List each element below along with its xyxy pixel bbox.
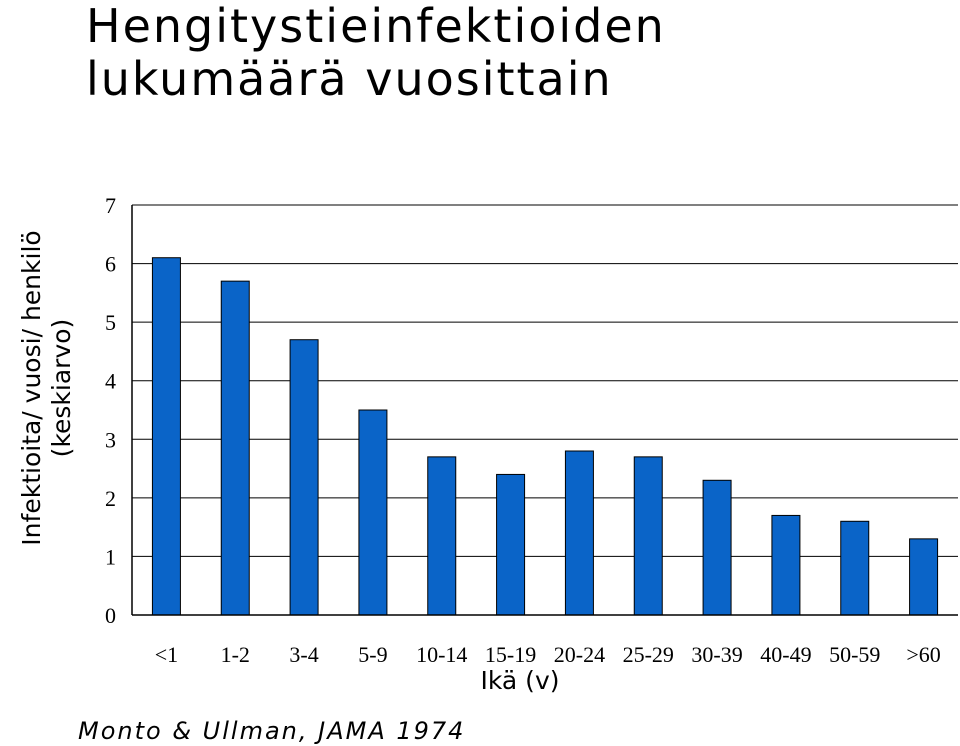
x-tick-label: 25-29 — [623, 642, 674, 667]
x-tick-label: >60 — [906, 642, 940, 667]
x-tick-label: 50-59 — [829, 642, 880, 667]
axes — [131, 205, 958, 616]
bar — [220, 280, 250, 616]
x-tick-label: 20-24 — [554, 642, 605, 667]
y-tick-label: 3 — [105, 427, 116, 452]
bar — [909, 538, 939, 616]
x-tick-label: 40-49 — [760, 642, 811, 667]
chart-title-line-2: lukumäärä vuosittain — [86, 52, 613, 106]
y-tick-label: 2 — [105, 486, 116, 511]
bar — [496, 473, 526, 616]
y-tick-label: 1 — [105, 544, 116, 569]
x-tick-label: 3-4 — [289, 642, 318, 667]
y-tick-label: 4 — [105, 369, 116, 394]
bar — [564, 450, 594, 616]
y-tick-label: 7 — [105, 193, 116, 218]
bar — [151, 257, 181, 616]
x-tick-labels: <1 1-2 3-4 5-9 10-14 15-19 20-24 25-29 30-39 40-4… — [155, 642, 941, 667]
bar — [427, 456, 457, 616]
chart-title-line-1: Hengitystieinfektioiden — [86, 0, 666, 53]
bar — [358, 409, 388, 616]
bar — [702, 479, 732, 616]
y-tick-label: 5 — [105, 310, 116, 335]
gridlines — [132, 204, 958, 557]
bars — [151, 257, 939, 616]
bar — [633, 456, 663, 616]
x-tick-label: 5-9 — [358, 642, 387, 667]
y-tick-label: 6 — [105, 252, 116, 277]
bar — [771, 514, 801, 616]
bar — [289, 339, 319, 616]
x-axis-label: Ikä (v) — [480, 666, 560, 695]
chart-title: Hengitystieinfektioiden lukumäärä vuosit… — [86, 0, 946, 106]
bar — [840, 520, 870, 616]
x-tick-label: 10-14 — [416, 642, 467, 667]
y-tick-label: 0 — [105, 603, 116, 628]
source-citation: Monto & Ullman, JAMA 1974 — [78, 717, 466, 745]
y-tick-labels: 0 1 2 3 4 5 6 7 — [105, 193, 116, 628]
x-tick-label: <1 — [155, 642, 178, 667]
x-tick-label: 15-19 — [485, 642, 536, 667]
x-tick-label: 30-39 — [691, 642, 742, 667]
x-tick-label: 1-2 — [221, 642, 250, 667]
